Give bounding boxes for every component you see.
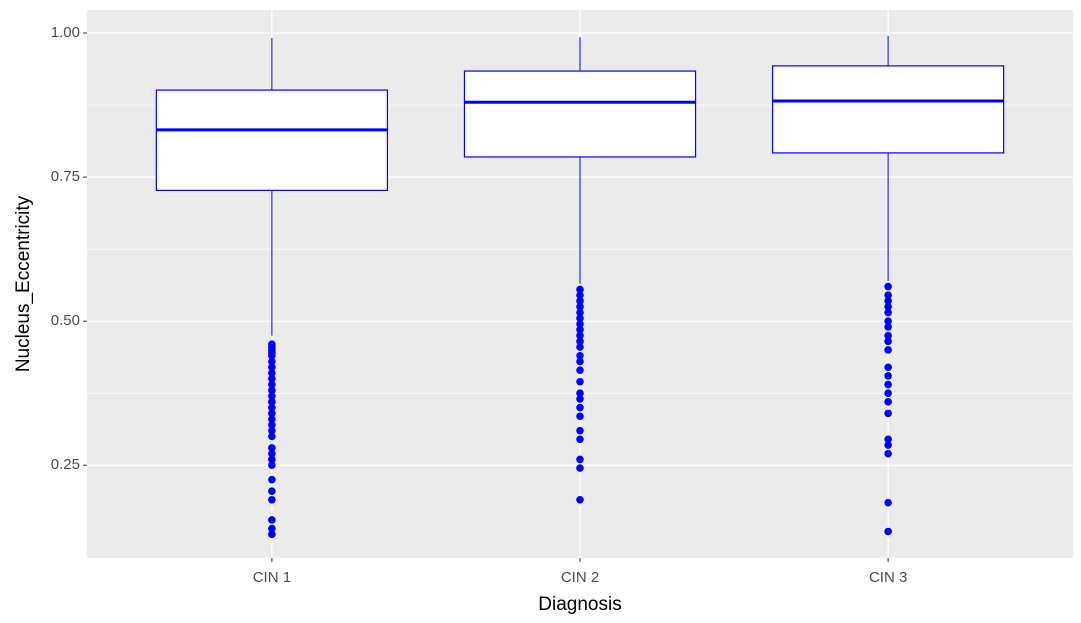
outlier [268, 530, 276, 539]
outlier [576, 464, 584, 472]
outlier [884, 337, 892, 346]
outlier [576, 337, 584, 346]
outlier [576, 403, 584, 412]
outlier [576, 302, 584, 311]
outlier [884, 291, 892, 300]
outlier [576, 291, 584, 300]
outlier [884, 498, 892, 507]
outlier [268, 455, 276, 464]
outlier [576, 366, 584, 374]
outlier [884, 389, 892, 397]
outlier [268, 386, 276, 395]
outlier [884, 297, 892, 305]
outlier [576, 326, 584, 334]
outlier [268, 398, 276, 406]
outlier [576, 435, 584, 444]
outlier [576, 297, 584, 305]
outlier [576, 343, 584, 351]
outlier [268, 421, 276, 429]
box [155, 89, 389, 191]
y-tick-label: 0.25 [51, 456, 80, 473]
outlier [268, 415, 276, 423]
outlier [268, 403, 276, 412]
outlier [884, 435, 892, 444]
x-axis-title: Diagnosis [538, 594, 621, 615]
outlier [576, 426, 584, 435]
outlier [576, 320, 584, 328]
outlier [268, 487, 276, 495]
outlier [268, 449, 276, 458]
outlier [576, 389, 584, 397]
outlier [576, 308, 584, 317]
outlier [268, 351, 276, 360]
y-tick-label: 0.75 [51, 168, 80, 185]
outlier [268, 461, 276, 470]
outlier [576, 412, 584, 421]
outlier [884, 441, 892, 449]
outlier [576, 395, 584, 403]
outlier [268, 374, 276, 383]
outlier [884, 372, 892, 380]
outlier [268, 392, 276, 400]
outlier [576, 377, 584, 386]
box [771, 65, 1005, 154]
outlier [884, 331, 892, 340]
outlier [268, 426, 276, 435]
outlier [884, 380, 892, 389]
outlier [268, 496, 276, 504]
y-axis-title: Nucleus_Eccentricity [13, 195, 34, 372]
outlier [884, 323, 892, 331]
outlier [268, 357, 276, 366]
outlier [576, 314, 584, 323]
x-tick-label: CIN 1 [253, 569, 291, 586]
outlier [884, 449, 892, 458]
outlier [268, 409, 276, 418]
outlier [268, 516, 276, 524]
y-tick-label: 0.50 [51, 312, 80, 329]
outlier [884, 302, 892, 311]
outlier [884, 282, 892, 291]
outlier [576, 351, 584, 360]
x-tick-label: CIN 2 [561, 569, 599, 586]
outlier [268, 380, 276, 389]
outlier [884, 308, 892, 317]
outlier [268, 444, 276, 452]
y-tick-label: 1.00 [51, 24, 80, 41]
outlier [576, 285, 584, 294]
outlier [268, 432, 276, 441]
outlier [884, 398, 892, 406]
outlier [884, 409, 892, 418]
outlier [268, 524, 276, 533]
outlier [884, 363, 892, 372]
outlier [884, 527, 892, 536]
outlier [576, 331, 584, 340]
outlier [576, 455, 584, 464]
outlier [884, 317, 892, 325]
outlier [576, 357, 584, 366]
outlier [884, 346, 892, 354]
outlier [576, 496, 584, 504]
outlier [268, 369, 276, 377]
x-tick-label: CIN 3 [869, 569, 907, 586]
box [463, 70, 697, 158]
outlier [268, 363, 276, 372]
outlier [268, 475, 276, 484]
